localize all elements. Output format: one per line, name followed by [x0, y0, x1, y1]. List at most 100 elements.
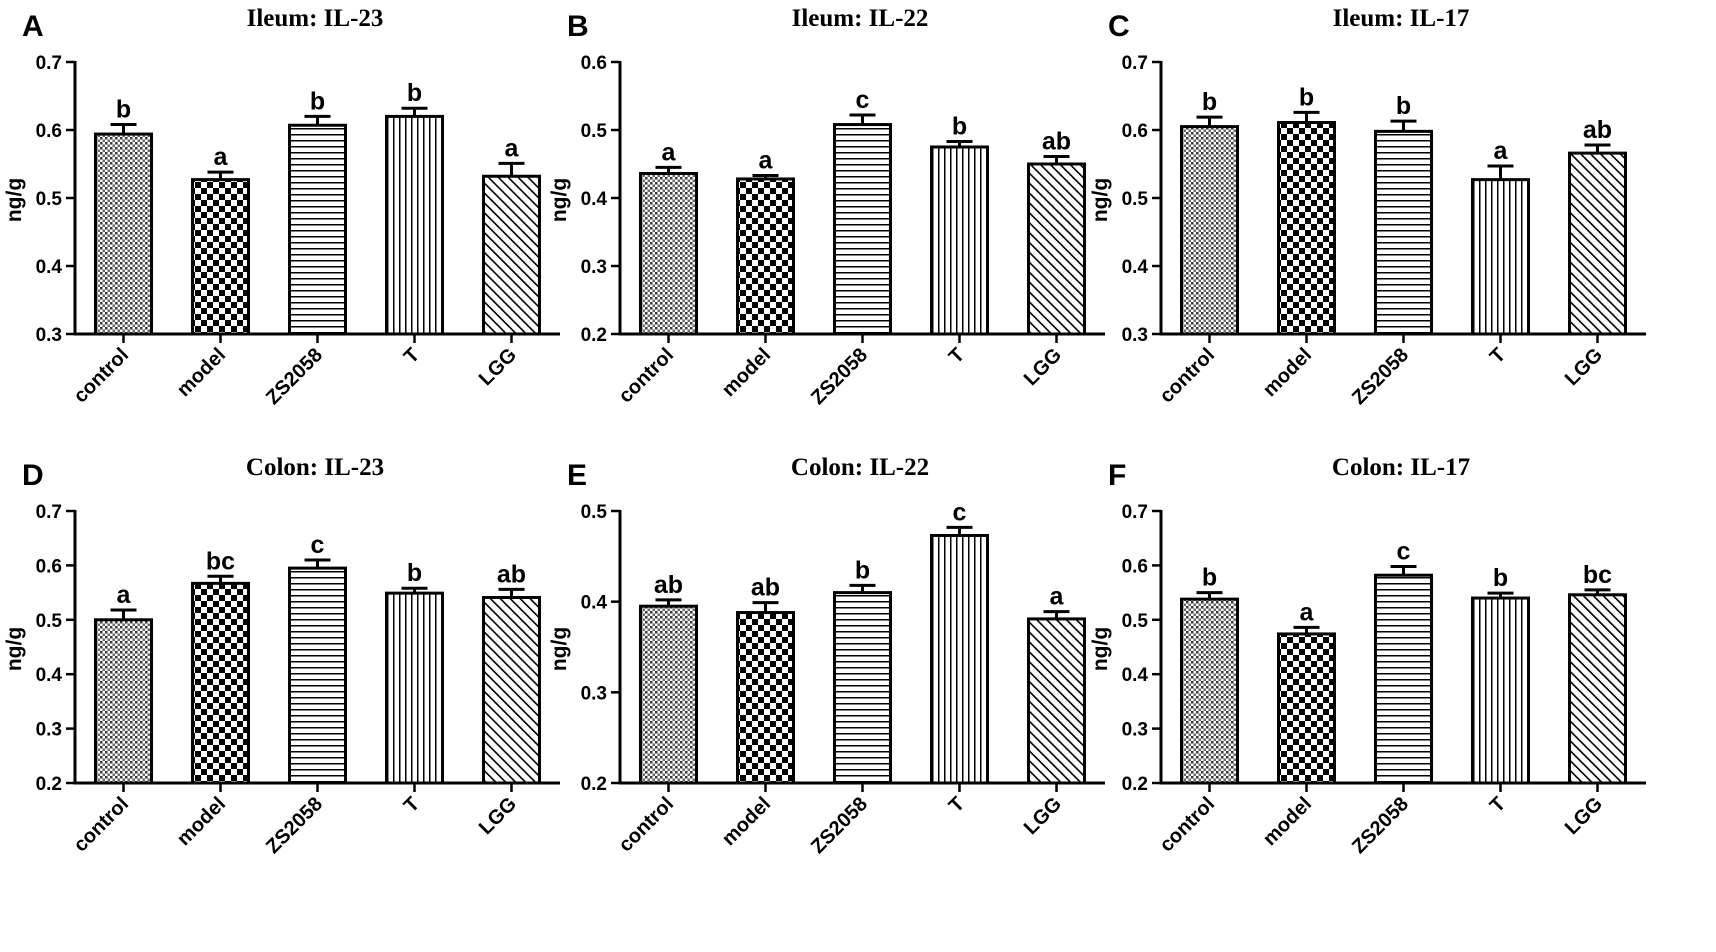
x-tick-label: T: [400, 344, 424, 368]
bar-t: [1471, 596, 1530, 785]
x-tick-label: ZS2058: [807, 793, 872, 858]
bar-lgg: [1027, 617, 1086, 785]
bar-lgg: [482, 174, 541, 336]
x-tick-label: LGG: [475, 793, 521, 839]
bar-zs2058: [1374, 129, 1433, 336]
chart-title: Colon: IL-22: [791, 454, 929, 481]
bars: b a c b bc: [1180, 537, 1627, 785]
y-tick-label: 0.5: [36, 189, 63, 210]
y-tick-label: 0.4: [581, 593, 608, 614]
chart-title: Colon: IL-23: [246, 454, 384, 481]
x-tick-label: control: [615, 793, 678, 856]
bar-model: [736, 611, 795, 785]
significance-label: a: [1494, 137, 1509, 165]
y-tick-label: 0.7: [36, 502, 62, 523]
y-tick-label: 0.4: [36, 257, 63, 278]
panel-letter: D: [22, 459, 44, 492]
panel-letter: F: [1108, 459, 1126, 492]
significance-label: b: [952, 113, 967, 141]
y-tick-label: 0.6: [1122, 121, 1148, 142]
significance-label: b: [1493, 564, 1508, 592]
significance-label: a: [1300, 598, 1315, 626]
panel-a: A Ileum: IL-23 ng/g 0.30.40.50.60.7 bab b…: [3, 5, 560, 409]
y-tick-label: 0.5: [581, 502, 608, 523]
x-tick-label: control: [70, 344, 133, 407]
y-axis-label: ng/g: [3, 627, 26, 671]
bar-control: [639, 604, 698, 785]
y-tick-label: 0.6: [36, 556, 62, 577]
bar-control: [1180, 125, 1239, 336]
x-tick-label: T: [1486, 344, 1510, 368]
bar-zs2058: [833, 591, 892, 785]
panel-d: D Colon: IL-23 ng/g 0.2 0.3 0.4 0.5 0.6 0.7 a…: [3, 454, 560, 858]
panel-b: B Ileum: IL-22 ng/g 0.2 0.3 0.4 0.5 0.6 a a c b…: [548, 5, 1105, 409]
bars: ab ab b c a: [639, 498, 1086, 785]
bar-model: [191, 581, 250, 785]
x-tick-label: control: [615, 344, 678, 407]
y-tick-label: 0.2: [36, 774, 62, 795]
significance-label: b: [407, 559, 422, 587]
y-tick-label: 0.7: [1122, 502, 1148, 523]
bar-control: [639, 172, 698, 336]
y-axis-label: ng/g: [548, 627, 571, 671]
bars: a bc c b ab: [94, 531, 541, 785]
bar-t: [1471, 178, 1530, 336]
y-tick-label: 0.5: [36, 611, 63, 632]
significance-label: ab: [497, 560, 526, 588]
significance-label: c: [1397, 537, 1411, 565]
x-tick-label: model: [718, 793, 775, 850]
y-tick-label: 0.4: [36, 665, 63, 686]
x-tick-label: LGG: [1020, 344, 1066, 390]
bar-zs2058: [288, 123, 347, 336]
y-tick-label: 0.3: [581, 683, 607, 704]
significance-label: ab: [1583, 116, 1612, 144]
significance-label: c: [856, 86, 870, 114]
x-tick-label: model: [1259, 344, 1316, 401]
y-tick-label: 0.7: [36, 53, 62, 74]
panel-letter: A: [22, 10, 44, 43]
bar-lgg: [1568, 593, 1627, 785]
x-tick-label: model: [173, 344, 230, 401]
bar-lgg: [1568, 151, 1627, 336]
bar-control: [94, 618, 153, 785]
x-tick-label: ZS2058: [807, 344, 872, 409]
x-tick-label: ZS2058: [262, 793, 327, 858]
x-tick-label: T: [400, 793, 424, 817]
y-axis-label: ng/g: [548, 178, 571, 222]
significance-label: b: [1202, 88, 1217, 116]
x-tick-label: ZS2058: [262, 344, 327, 409]
significance-label: a: [1050, 583, 1065, 611]
y-tick-label: 0.4: [1122, 665, 1149, 686]
x-tick-label: LGG: [475, 344, 521, 390]
y-tick-label: 0.5: [581, 121, 608, 142]
significance-label: b: [855, 556, 870, 584]
bar-control: [1180, 597, 1239, 785]
y-tick-label: 0.5: [1122, 189, 1149, 210]
significance-label: b: [1202, 564, 1217, 592]
y-tick-label: 0.6: [1122, 556, 1148, 577]
x-tick-label: T: [945, 344, 969, 368]
y-tick-label: 0.7: [1122, 53, 1148, 74]
significance-label: a: [662, 138, 677, 166]
panel-letter: C: [1108, 10, 1130, 43]
panel-letter: E: [567, 459, 587, 492]
bars: b a b b a: [94, 79, 541, 336]
significance-label: bc: [1583, 561, 1612, 589]
significance-label: ab: [654, 571, 683, 599]
y-ticks: 0.2 0.3 0.4 0.5: [581, 502, 620, 795]
y-tick-label: 0.4: [581, 189, 608, 210]
y-tick-label: 0.2: [581, 774, 607, 795]
x-tick-label: LGG: [1561, 344, 1607, 390]
y-tick-label: 0.4: [1122, 257, 1149, 278]
significance-label: b: [1396, 92, 1411, 120]
x-tick-label: LGG: [1020, 793, 1066, 839]
y-tick-label: 0.3: [36, 325, 62, 346]
y-ticks: 0.3 0.4 0.5 0.6 0.7: [36, 53, 75, 346]
y-ticks: 0.3 0.4 0.5 0.6 0.7: [1122, 53, 1161, 346]
bars: a a c b ab: [639, 86, 1086, 336]
bars: b b b a ab: [1180, 83, 1627, 336]
x-tick-label: model: [1259, 793, 1316, 850]
y-tick-label: 0.6: [581, 53, 607, 74]
bar-model: [1277, 121, 1336, 336]
